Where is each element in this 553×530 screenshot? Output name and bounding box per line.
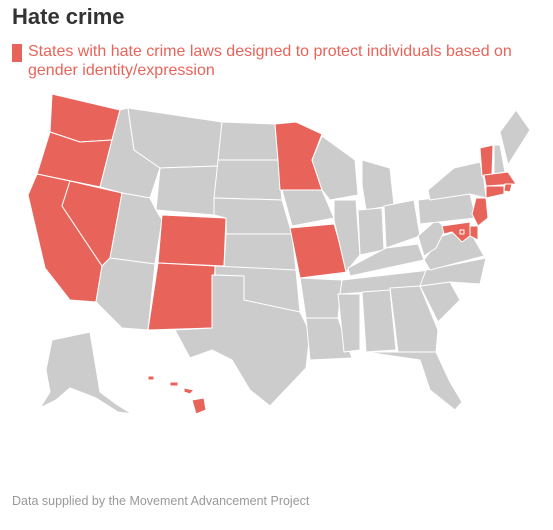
state-NC bbox=[419, 257, 487, 287]
state-MD bbox=[441, 221, 471, 243]
state-NY bbox=[427, 161, 487, 201]
state-SD bbox=[213, 159, 283, 201]
state-ND bbox=[217, 121, 279, 161]
state-RI bbox=[503, 183, 513, 193]
state-KY bbox=[347, 243, 425, 277]
state-MA bbox=[483, 171, 517, 187]
state-AK bbox=[39, 331, 133, 415]
source-note: Data supplied by the Movement Advancemen… bbox=[12, 494, 310, 508]
state-NJ bbox=[471, 197, 489, 227]
state-MS bbox=[337, 293, 361, 353]
state-AL bbox=[361, 289, 397, 353]
state-VT bbox=[479, 144, 494, 177]
state-NE bbox=[213, 197, 293, 235]
state-AZ bbox=[95, 257, 156, 331]
state-GA bbox=[389, 285, 439, 353]
legend-swatch bbox=[12, 44, 22, 62]
us-map bbox=[27, 93, 531, 415]
legend-label: States with hate crime laws designed to … bbox=[28, 43, 512, 79]
state-WY bbox=[155, 165, 219, 216]
state-LA bbox=[305, 317, 353, 361]
state-PA bbox=[417, 193, 477, 225]
state-OH bbox=[383, 199, 421, 249]
state-AR bbox=[299, 277, 343, 319]
state-NH bbox=[493, 144, 506, 175]
state-HI bbox=[147, 375, 207, 415]
state-WA bbox=[49, 93, 121, 143]
state-KS bbox=[223, 233, 297, 271]
state-IL bbox=[333, 199, 361, 273]
state-MI bbox=[361, 159, 395, 211]
state-CO bbox=[157, 214, 227, 267]
state-MO bbox=[289, 223, 349, 279]
state-IN bbox=[357, 207, 385, 256]
state-FL bbox=[365, 351, 463, 411]
state-WI bbox=[311, 135, 359, 201]
legend: States with hate crime laws designed to … bbox=[12, 42, 537, 80]
state-DC bbox=[459, 229, 465, 235]
state-TX bbox=[174, 274, 311, 407]
state-CT bbox=[485, 185, 505, 199]
chart-title: Hate crime bbox=[12, 4, 125, 29]
state-ME bbox=[499, 109, 531, 166]
state-NM bbox=[147, 262, 216, 331]
